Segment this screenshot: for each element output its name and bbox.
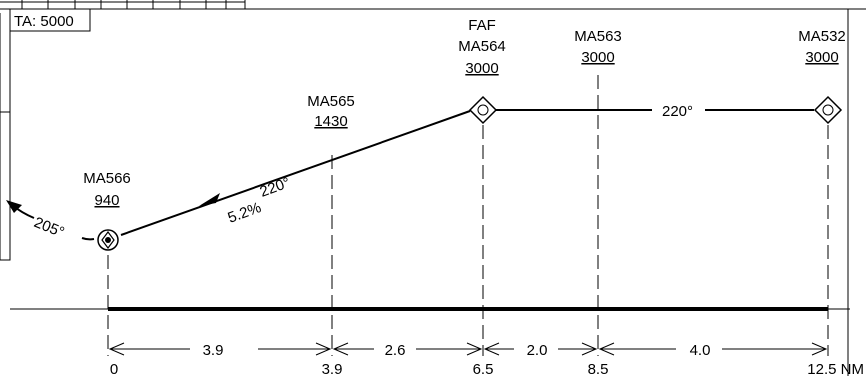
fix-altitude: 3000 [581, 49, 614, 66]
fix-vertical-lines [107, 75, 829, 356]
distance-mark-12-5: 12.5 NM [807, 361, 864, 376]
profile-frame [0, 8, 866, 376]
segment-distance-4: 4.0 [690, 342, 711, 359]
fix-ma566-symbol [97, 229, 119, 251]
fix-altitude: 940 [94, 192, 119, 209]
fix-name: MA563 [574, 28, 622, 45]
path-direction-arrow [199, 193, 220, 206]
fix-ma566-labels: MA566 940 [83, 170, 131, 209]
segment-dimension-lines [108, 342, 828, 356]
fix-altitude: 1430 [314, 113, 347, 130]
gradient-label: 5.2% [226, 199, 264, 227]
fix-ma564-symbol [468, 95, 498, 125]
fix-ma532-labels: MA532 3000 [798, 28, 846, 66]
distance-mark-6-5: 6.5 [473, 361, 494, 376]
missed-turn-track: 205° [32, 214, 67, 241]
segment-distance-3: 2.0 [527, 342, 548, 359]
fix-name: MA532 [798, 28, 846, 45]
fix-altitude: 3000 [465, 60, 498, 77]
fix-name: MA565 [307, 93, 355, 110]
distance-mark-3-9: 3.9 [322, 361, 343, 376]
fix-ma563-labels: MA563 3000 [574, 28, 622, 66]
transition-altitude-label: TA: 5000 [14, 13, 74, 30]
top-scale-strip [0, 0, 246, 9]
fix-ma565-labels: MA565 1430 [307, 93, 355, 130]
transition-altitude-box: TA: 5000 [9, 8, 91, 32]
fix-role: FAF [468, 17, 496, 34]
segment-distance-1: 3.9 [203, 342, 224, 359]
missed-turn-arrow [6, 200, 95, 241]
descent-path [120, 109, 814, 236]
inbound-course-label: 220° [258, 174, 293, 201]
fix-name: MA564 [458, 38, 506, 55]
distance-mark-8-5: 8.5 [588, 361, 609, 376]
distance-mark-0: 0 [110, 361, 118, 376]
fix-ma532-symbol [813, 95, 843, 125]
fix-name: MA566 [83, 170, 131, 187]
segment-distance-2: 2.6 [385, 342, 406, 359]
fix-ma564-labels: FAF MA564 3000 [458, 17, 506, 77]
fix-altitude: 3000 [805, 49, 838, 66]
level-course-label: 220° [662, 103, 693, 120]
